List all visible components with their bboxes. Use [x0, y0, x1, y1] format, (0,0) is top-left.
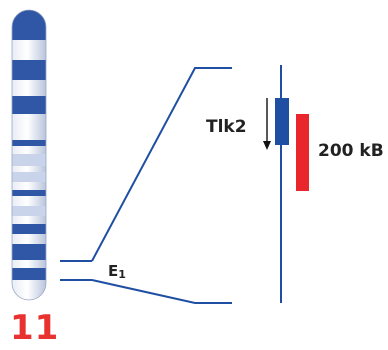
gene-tlk2-box: [275, 98, 289, 145]
scale-bar-label: 200 kB: [318, 141, 384, 161]
chromosome-11: [12, 10, 46, 300]
chromosome-band: [12, 10, 46, 40]
chromosome-band: [12, 190, 46, 196]
chromosome-band: [12, 224, 46, 234]
chromosome-band: [12, 140, 46, 146]
transcription-direction-arrow: [263, 98, 271, 150]
region-label-sub: 1: [118, 268, 126, 281]
region-label: E1: [108, 262, 126, 281]
chromosome-band-light: [12, 206, 46, 216]
gene-label: Tlk2: [206, 117, 247, 137]
zoom-line-top: [91, 67, 232, 262]
chromosome-number: 11: [10, 308, 60, 348]
chromosome-band: [12, 268, 46, 280]
chromosome-band: [12, 96, 46, 114]
region-label-main: E: [108, 262, 119, 280]
chromosome-band: [12, 60, 46, 80]
zoom-line-bottom: [91, 279, 232, 304]
chromosome-band-light: [12, 154, 46, 166]
chromosome-band-light: [12, 172, 46, 182]
chromosome-band: [12, 244, 46, 260]
scale-bar-200kb: [296, 114, 309, 191]
